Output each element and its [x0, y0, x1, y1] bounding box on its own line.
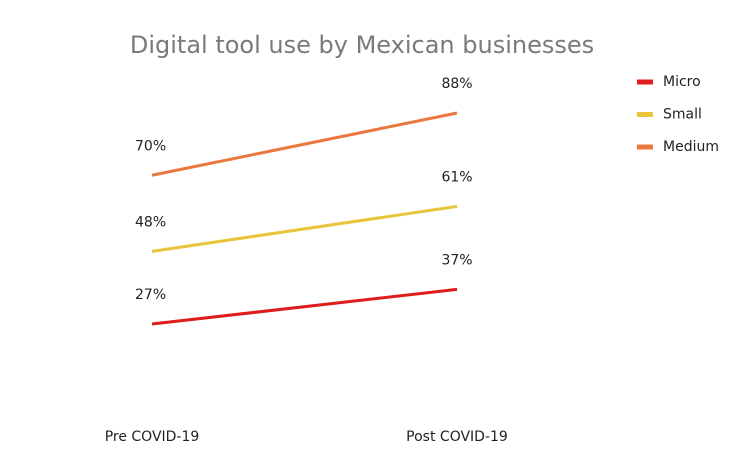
legend-swatch — [637, 112, 653, 117]
legend-label: Medium — [663, 139, 719, 155]
series-line — [151, 287, 458, 326]
x-tick-label: Post COVID-19 — [406, 429, 508, 445]
data-label: 88% — [441, 76, 472, 92]
legend-label: Small — [663, 107, 702, 123]
legend-swatch — [637, 144, 653, 150]
data-label: 48% — [135, 214, 166, 230]
data-label: 70% — [135, 138, 166, 154]
legend-label: Micro — [663, 74, 701, 90]
data-label: 27% — [135, 287, 166, 303]
chart-title: Digital tool use by Mexican businesses — [130, 31, 594, 59]
x-tick-label: Pre COVID-19 — [105, 429, 200, 445]
series-line — [151, 204, 458, 253]
data-label: 37% — [441, 252, 472, 268]
data-label: 61% — [441, 169, 472, 185]
legend-swatch — [637, 79, 653, 85]
series-line — [151, 111, 458, 177]
